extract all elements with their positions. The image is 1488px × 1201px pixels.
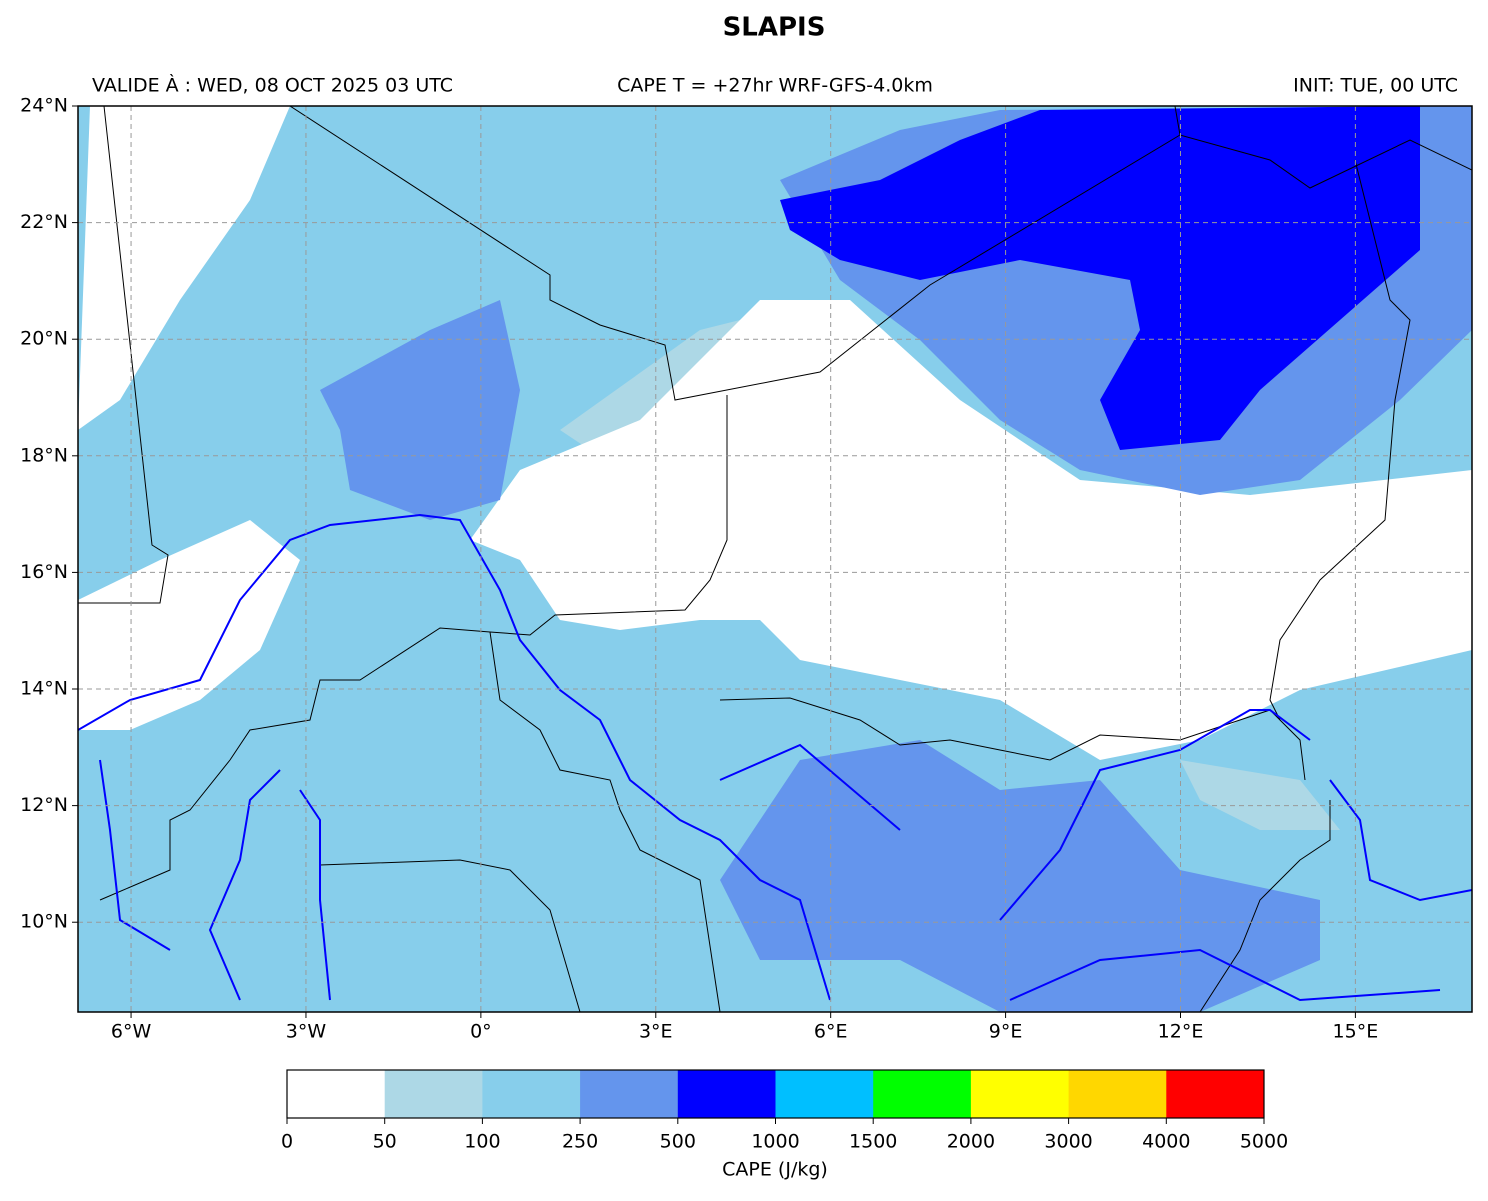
y-tick-label: 14°N [20, 678, 68, 700]
colorbar-bin [1166, 1070, 1265, 1118]
x-tick-label: 6°E [814, 1021, 848, 1043]
y-tick-label: 16°N [20, 561, 68, 583]
x-tick-label: 3°W [286, 1021, 327, 1043]
colorbar-tick-label: 4000 [1142, 1131, 1190, 1153]
cape-low [470, 300, 1472, 760]
colorbar-tick-label: 2000 [947, 1131, 995, 1153]
title: SLAPIS [723, 13, 826, 43]
colorbar-label: CAPE (J/kg) [722, 1159, 828, 1181]
colorbar-bin [482, 1070, 581, 1118]
x-tick-label: 3°E [639, 1021, 673, 1043]
y-tick-label: 24°N [20, 95, 68, 117]
map-field [78, 106, 1472, 1012]
y-tick-label: 20°N [20, 328, 68, 350]
cape-medium [720, 740, 1320, 1012]
y-tick-label: 18°N [20, 444, 68, 466]
x-tick-label: 12°E [1158, 1021, 1204, 1043]
colorbar-bin [384, 1070, 483, 1118]
x-tick-label: 0° [470, 1021, 492, 1043]
x-tick-label: 9°E [989, 1021, 1023, 1043]
y-tick-label: 10°N [20, 911, 68, 933]
colorbar-bin [970, 1070, 1070, 1118]
init-time: INIT: TUE, 00 UTC [1293, 75, 1458, 97]
map-frame [77, 105, 1473, 1013]
colorbar-tick-label: 5000 [1240, 1131, 1288, 1153]
colorbar-tick-label: 1000 [751, 1131, 799, 1153]
colorbar-tick-label: 3000 [1044, 1131, 1092, 1153]
colorbar-tick-label: 250 [562, 1131, 598, 1153]
y-tick-label: 12°N [20, 794, 68, 816]
cape-medium [320, 300, 520, 520]
rivers [78, 513, 1472, 1002]
graticule: 6°W 3°W 0° 3°E 6°E 9°E 12°E 15°E 10°N 12°N 14°N 16°… [20, 95, 1472, 1043]
colorbar: 0 50 100 250 500 1000 1500 2000 3000 4000 5000 [281, 1069, 1288, 1153]
colorbar-tick-label: 1500 [849, 1131, 897, 1153]
cape-high [780, 106, 1420, 450]
valid-time: VALIDE À : WED, 08 OCT 2025 03 UTC [92, 74, 453, 97]
colorbar-bin [1068, 1070, 1167, 1118]
colorbar-tick-label: 50 [373, 1131, 397, 1153]
colorbar-bin [873, 1070, 972, 1118]
colorbar-bin [287, 1070, 386, 1118]
colorbar-bin [580, 1070, 679, 1118]
x-tick-label: 15°E [1333, 1021, 1379, 1043]
y-tick-label: 22°N [20, 211, 68, 233]
x-tick-label: 6°W [111, 1021, 152, 1043]
borders [78, 106, 1472, 1012]
forecast-info: CAPE T = +27hr WRF-GFS-4.0km [617, 75, 933, 97]
cape-patch [1180, 760, 1340, 830]
colorbar-tick-label: 0 [281, 1131, 293, 1153]
colorbar-tick-label: 500 [660, 1131, 696, 1153]
colorbar-bin [677, 1070, 776, 1118]
colorbar-tick-label: 100 [464, 1131, 500, 1153]
colorbar-bin [775, 1070, 874, 1118]
